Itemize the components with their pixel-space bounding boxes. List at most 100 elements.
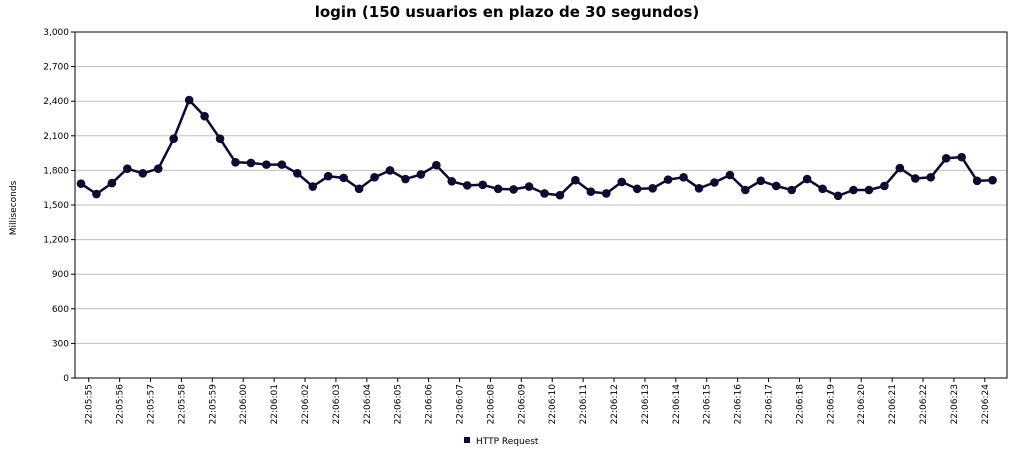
x-tick-label: 22:06:17	[765, 384, 775, 424]
y-axis-label: Milliseconds	[9, 180, 19, 235]
data-point	[200, 111, 209, 121]
data-point	[941, 153, 951, 163]
data-point	[833, 191, 843, 201]
x-tick-label: 22:06:18	[795, 384, 805, 425]
data-point	[679, 173, 688, 182]
x-tick-label: 22:06:14	[672, 384, 682, 425]
x-tick-label: 22:06:01	[270, 384, 280, 424]
x-tick-label: 22:05:56	[116, 384, 126, 425]
data-point	[92, 189, 101, 199]
x-tick-label: 22:05:55	[85, 384, 95, 424]
x-tick-label: 22:06:13	[641, 384, 651, 424]
x-tick-label: 22:06:02	[301, 384, 311, 424]
x-tick-label: 22:06:00	[239, 384, 249, 425]
x-tick-label: 22:05:57	[147, 384, 157, 424]
x-tick-label: 22:06:12	[610, 384, 620, 424]
data-point	[370, 173, 379, 182]
data-point	[447, 177, 457, 186]
data-point	[741, 185, 750, 195]
data-point	[555, 190, 565, 200]
data-point	[540, 189, 549, 198]
x-tick-label: 22:06:06	[425, 384, 435, 425]
data-point	[926, 173, 936, 182]
data-point	[385, 166, 395, 175]
x-tick-label: 22:06:21	[888, 384, 898, 424]
data-point	[169, 134, 178, 143]
data-point	[277, 160, 287, 169]
data-point	[849, 185, 858, 195]
data-point	[76, 179, 86, 188]
x-tick-label: 22:06:20	[857, 384, 867, 425]
x-tick-label: 22:06:22	[919, 384, 929, 424]
data-point	[632, 184, 642, 194]
x-tick-label: 22:06:08	[486, 384, 496, 425]
data-point	[524, 182, 534, 191]
y-tick-label: 1,200	[43, 236, 69, 246]
y-tick-label: 2,700	[43, 63, 69, 73]
series-http-request	[76, 95, 997, 201]
data-point	[432, 160, 441, 170]
y-tick-label: 2,100	[43, 132, 69, 142]
x-tick-label: 22:06:03	[332, 384, 342, 424]
data-point	[354, 184, 364, 194]
data-point	[864, 185, 874, 195]
x-tick-label: 22:06:05	[394, 384, 404, 424]
data-point	[323, 171, 333, 181]
x-tick-label: 22:06:16	[734, 384, 744, 425]
data-point	[246, 158, 256, 168]
data-point	[602, 189, 611, 198]
data-point	[153, 164, 163, 173]
data-point	[725, 170, 735, 180]
data-point	[107, 178, 117, 188]
y-tick-label: 0	[63, 374, 69, 384]
y-tick-label: 2,400	[43, 97, 69, 107]
data-point	[663, 175, 673, 184]
legend-label-http-request: HTTP Request	[476, 437, 539, 447]
data-point	[818, 184, 827, 194]
y-tick-label: 3,000	[43, 28, 69, 38]
y-tick-label: 1,500	[43, 201, 69, 211]
legend-swatch-http-request	[464, 437, 470, 443]
data-point	[416, 170, 426, 179]
data-point	[694, 183, 704, 193]
data-point	[972, 176, 982, 186]
grid-lines	[75, 66, 1007, 344]
data-point	[293, 168, 302, 178]
data-point	[617, 177, 627, 187]
x-tick-label: 22:06:23	[950, 384, 960, 424]
data-point	[571, 175, 580, 185]
series-line	[80, 98, 993, 198]
data-point	[231, 158, 240, 167]
data-point	[648, 183, 657, 193]
x-tick-label: 22:06:09	[517, 384, 527, 425]
x-axis-ticks: 22:05:55 22:05:56 22:05:57 22:05:58 22:05:59…	[85, 378, 991, 424]
data-point	[339, 173, 348, 183]
data-point	[802, 174, 812, 184]
x-tick-label: 22:06:04	[363, 384, 373, 425]
data-point	[787, 185, 796, 195]
y-tick-label: 300	[52, 339, 69, 349]
data-point	[401, 174, 410, 184]
data-point	[262, 160, 271, 169]
data-point	[771, 181, 781, 191]
data-point	[478, 180, 488, 190]
x-tick-label: 22:06:10	[548, 384, 558, 425]
x-tick-label: 22:05:59	[208, 384, 218, 425]
data-point	[911, 174, 920, 183]
x-tick-label: 22:06:07	[456, 384, 466, 424]
chart-title: login (150 usuarios en plazo de 30 segun…	[315, 3, 700, 21]
data-point	[710, 178, 719, 187]
y-tick-label: 600	[52, 305, 69, 315]
data-point	[988, 175, 997, 185]
data-point	[493, 184, 503, 194]
data-point	[880, 181, 889, 191]
data-point	[308, 182, 318, 191]
y-tick-label: 1,800	[43, 166, 69, 176]
data-point	[586, 187, 596, 197]
data-point	[509, 185, 518, 194]
data-point	[756, 176, 766, 186]
data-point	[895, 163, 905, 173]
y-axis-ticks: 0 300 600 900 1,200 1,500 1,800 2,100 2,400 2,700…	[43, 28, 75, 384]
x-tick-label: 22:06:15	[703, 384, 713, 424]
